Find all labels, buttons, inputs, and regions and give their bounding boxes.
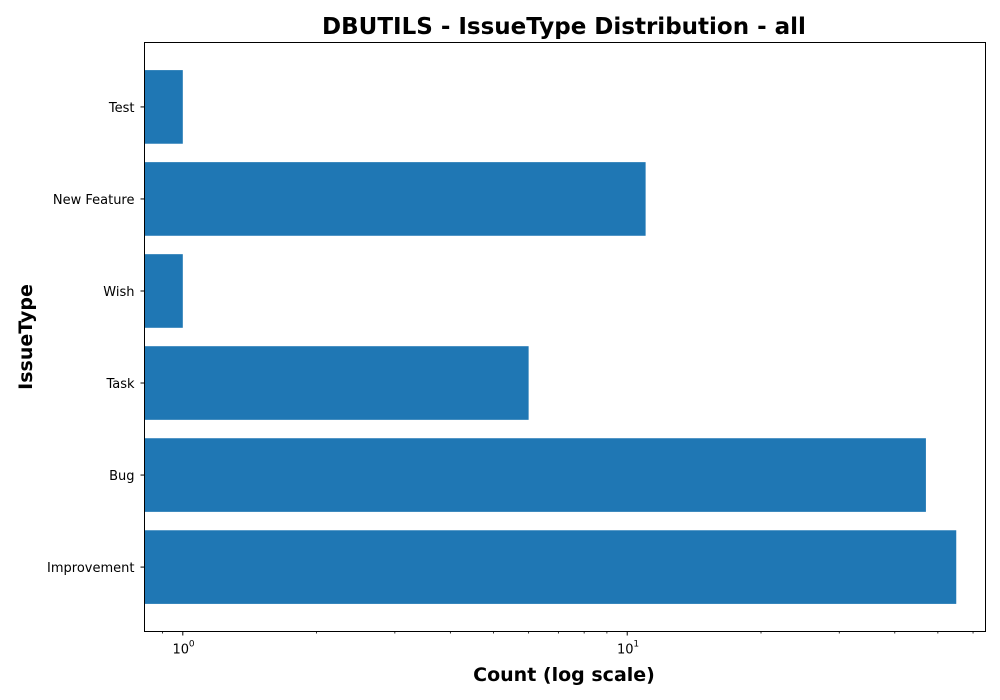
- x-axis-label: Count (log scale): [473, 664, 655, 686]
- plot-frame: [144, 42, 986, 632]
- y-tick-label: New Feature: [53, 193, 135, 208]
- bars-group: [144, 70, 957, 604]
- x-tick-label-exponent: 1: [633, 640, 639, 650]
- bar-bug: [144, 438, 926, 512]
- y-tick-label: Test: [108, 101, 135, 116]
- y-tick-label: Wish: [103, 285, 134, 300]
- bar-test: [144, 70, 183, 144]
- x-ticks-group: 10 0 10 1: [162, 631, 974, 658]
- bar-new-feature: [144, 162, 646, 236]
- y-tick-label: Bug: [109, 469, 134, 484]
- x-tick-label: 10: [173, 643, 190, 658]
- bar-wish: [144, 254, 183, 328]
- bar-task: [144, 346, 529, 420]
- y-tick-label: Improvement: [47, 561, 134, 576]
- bar-improvement: [144, 530, 957, 604]
- x-tick-label: 10: [617, 643, 634, 658]
- y-axis-label: IssueType: [15, 284, 37, 390]
- chart-title: DBUTILS - IssueType Distribution - all: [322, 14, 806, 40]
- y-ticks-group: Improvement Bug Task Wish New Feature Test: [47, 101, 145, 576]
- y-tick-label: Task: [105, 377, 135, 392]
- x-tick-label-exponent: 0: [189, 640, 195, 650]
